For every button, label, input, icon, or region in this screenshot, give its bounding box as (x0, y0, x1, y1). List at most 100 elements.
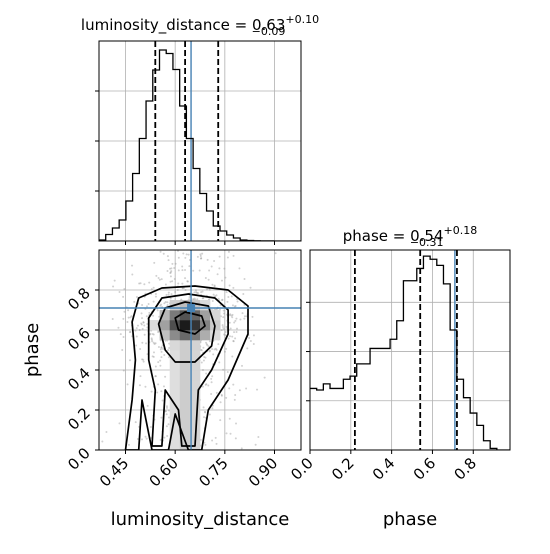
hist2d-density-cell (179, 310, 191, 321)
hist2d-sample-point (141, 341, 144, 344)
hist2d-sample-point (170, 293, 173, 296)
hist2d-xtick-label-3: 0.90 (245, 454, 281, 490)
phase-hist-step-line (310, 255, 510, 450)
hist2d-sample-point (225, 291, 228, 294)
hist2d-sample-point (231, 304, 234, 307)
hist2d-sample-point (194, 289, 197, 292)
hist2d-sample-point (129, 330, 132, 333)
hist2d-sample-point (151, 332, 154, 335)
hist2d-sample-point (226, 256, 229, 259)
hist2d-sample-point (211, 407, 214, 410)
hist2d-sample-point (202, 297, 205, 300)
hist2d-truth-lines (99, 250, 301, 450)
hist2d-density-cell (169, 320, 181, 331)
hist2d-sample-point (144, 435, 147, 438)
hist2d-sample-point (230, 314, 233, 317)
hist2d-sample-point (166, 301, 169, 304)
hist2d-sample-point (152, 314, 155, 317)
hist2d-sample-point (218, 255, 221, 258)
hist2d-sample-point (122, 369, 125, 372)
hist2d-density-cell (169, 440, 181, 450)
luminosity-distance-vs-phase-panel: 0.45 0.60 0.75 0.90 0.0 0.2 0.4 0.6 0.8 luminosi… (22, 249, 302, 530)
hist2d-sample-point (155, 274, 158, 277)
hist2d-sample-point (220, 394, 223, 397)
hist2d-sample-point (121, 349, 124, 352)
hist2d-sample-point (222, 309, 225, 312)
hist2d-sample-point (203, 410, 206, 413)
hist2d-sample-point (157, 345, 160, 348)
hist2d-density-cell (179, 440, 191, 450)
hist2d-sample-point (150, 337, 153, 340)
hist2d-sample-point (256, 388, 259, 391)
hist2d-sample-point (111, 318, 114, 321)
hist2d-sample-point (187, 253, 190, 256)
hist2d-sample-point (207, 345, 210, 348)
hist2d-sample-point (186, 280, 189, 283)
hist2d-sample-point (228, 284, 231, 287)
hist2d-sample-point (234, 394, 237, 397)
hist2d-sample-point (154, 295, 157, 298)
hist2d-sample-point (215, 442, 218, 445)
hist2d-density-cell (179, 350, 191, 361)
hist2d-sample-point (226, 370, 229, 373)
hist2d-sample-point (243, 277, 246, 280)
hist2d-sample-point (206, 344, 209, 347)
hist2d-sample-point (205, 383, 208, 386)
hist2d-sample-point (138, 329, 141, 332)
hist2d-sample-point (220, 393, 223, 396)
hist2d-sample-point (225, 396, 228, 399)
hist2d-ytick-label-3: 0.6 (64, 324, 94, 354)
lumdist-hist-step-line (99, 49, 301, 241)
hist2d-sample-point (219, 419, 222, 422)
hist2d-sample-point (233, 321, 236, 324)
hist2d-density-cell (189, 350, 201, 361)
hist2d-density-cell (159, 320, 170, 331)
hist2d-sample-point (228, 387, 231, 390)
hist2d-sample-point (159, 304, 162, 307)
hist2d-sample-point (150, 338, 153, 341)
hist2d-density-cell (149, 320, 160, 331)
hist2d-sample-point (153, 342, 156, 345)
hist2d-density-cell (169, 310, 181, 321)
hist2d-sample-point (169, 280, 172, 283)
hist2d-sample-point (215, 391, 218, 394)
hist2d-sample-point (165, 293, 168, 296)
hist2d-sample-point (229, 327, 232, 330)
hist2d-sample-point (238, 267, 241, 270)
hist2d-sample-point (168, 347, 171, 350)
hist2d-sample-point (136, 438, 139, 441)
hist2d-sample-point (234, 319, 237, 322)
hist2d-sample-point (170, 267, 173, 270)
hist2d-sample-point (184, 256, 187, 259)
hist2d-sample-point (127, 443, 130, 446)
hist2d-sample-point (209, 349, 212, 352)
hist2d-sample-point (214, 436, 217, 439)
hist2d-sample-point (192, 269, 195, 272)
hist2d-sample-point (212, 353, 215, 356)
hist2d-contour-1 (157, 301, 216, 363)
hist2d-sample-point (223, 333, 226, 336)
hist2d-sample-point (228, 314, 231, 317)
hist2d-sample-point (152, 300, 155, 303)
hist2d-sample-point (91, 308, 93, 310)
hist2d-density-cell (189, 410, 201, 421)
hist2d-sample-point (113, 279, 116, 282)
hist2d-sample-point (154, 365, 157, 368)
hist2d-sample-point (164, 410, 167, 413)
hist2d-sample-point (186, 280, 189, 283)
hist2d-sample-point (197, 292, 200, 295)
hist2d-density-cell (189, 360, 201, 371)
hist2d-sample-point (227, 296, 230, 299)
hist2d-sample-point (208, 298, 211, 301)
hist2d-sample-point (243, 317, 246, 320)
luminosity-distance-histogram-grid (99, 41, 301, 241)
phase-xtick-label-1: 0.2 (328, 454, 358, 484)
hist2d-sample-point (135, 295, 138, 298)
hist2d-sample-point (199, 253, 202, 256)
hist2d-sample-point (126, 383, 129, 386)
hist2d-sample-point (235, 422, 238, 425)
hist2d-sample-point (159, 438, 162, 441)
hist2d-density-cell (179, 320, 191, 331)
hist2d-sample-point (160, 303, 163, 306)
